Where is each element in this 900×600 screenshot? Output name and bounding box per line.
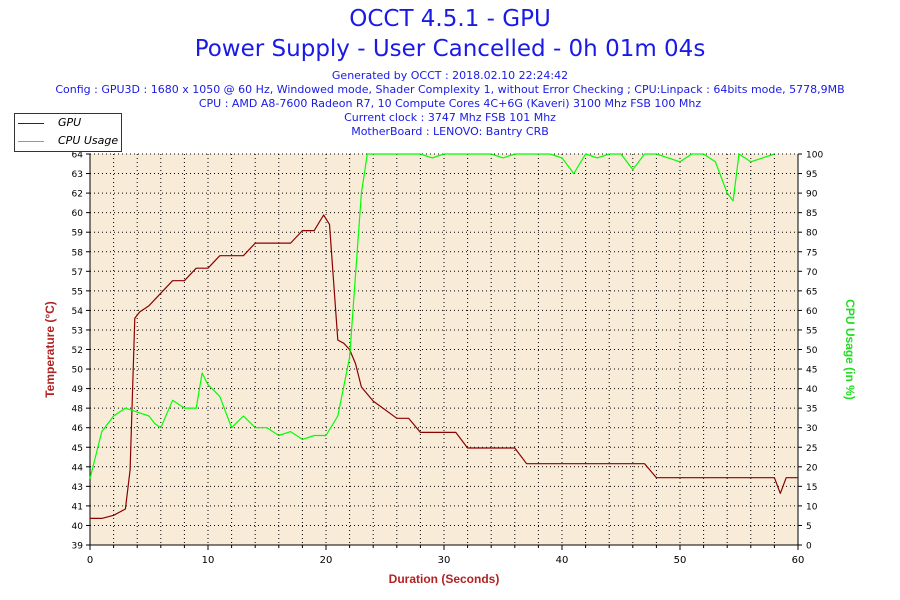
x-tick-label: 40 [556, 555, 569, 566]
plot-area [90, 154, 798, 545]
left-tick-label: 58 [72, 248, 84, 258]
right-tick-label: 0 [806, 542, 812, 552]
series-line-cpu-usage [89, 153, 775, 479]
right-tick-label: 35 [806, 405, 817, 415]
right-tick-label: 100 [806, 151, 823, 161]
chart-subtitle: Power Supply - User Cancelled - 0h 01m 0… [194, 36, 706, 62]
right-tick-label: 85 [806, 209, 817, 219]
left-tick-label: 43 [72, 483, 83, 493]
x-tick-label: 30 [438, 555, 451, 566]
right-tick-label: 15 [806, 483, 817, 493]
x-tick-label: 10 [202, 555, 215, 566]
legend-label-gpu: GPU [58, 116, 82, 129]
right-tick-label: 80 [806, 229, 818, 239]
chart-title: OCCT 4.5.1 - GPU [349, 6, 551, 32]
legend-item-gpu: GPU [18, 115, 118, 131]
left-tick-label: 44 [72, 463, 84, 473]
left-tick-label: 52 [72, 346, 83, 356]
x-tick-label: 50 [674, 555, 687, 566]
legend: GPU CPU Usage [14, 113, 122, 152]
right-tick-label: 10 [806, 502, 818, 512]
x-tick-label: 0 [87, 555, 93, 566]
axes: 0 10 20 30 40 50 60394041434445464849505253545… [72, 151, 824, 567]
legend-item-cpu-usage: CPU Usage [18, 133, 118, 149]
right-tick-label: 60 [806, 307, 818, 317]
right-tick-label: 55 [806, 326, 817, 336]
left-tick-label: 45 [72, 444, 83, 454]
series-layer [89, 153, 798, 520]
right-tick-label: 45 [806, 366, 817, 376]
left-tick-label: 62 [72, 190, 83, 200]
right-tick-label: 90 [806, 190, 818, 200]
right-tick-label: 20 [806, 463, 818, 473]
config-info: Config : GPU3D : 1680 x 1050 @ 60 Hz, Wi… [55, 83, 845, 96]
right-tick-label: 95 [806, 170, 817, 180]
x-tick-label: 60 [792, 555, 805, 566]
left-tick-label: 39 [72, 542, 84, 552]
x-axis-label: Duration (Seconds) [389, 572, 500, 586]
legend-swatch-cpu-usage [18, 141, 44, 142]
left-tick-label: 60 [72, 209, 84, 219]
right-tick-label: 25 [806, 444, 817, 454]
left-tick-label: 48 [72, 405, 84, 415]
left-tick-label: 53 [72, 326, 83, 336]
right-tick-label: 30 [806, 424, 818, 434]
left-tick-label: 50 [72, 366, 84, 376]
left-tick-label: 46 [72, 424, 84, 434]
right-tick-label: 5 [806, 522, 812, 532]
left-tick-label: 49 [72, 385, 84, 395]
left-tick-label: 40 [72, 522, 84, 532]
left-tick-label: 55 [72, 287, 83, 297]
left-tick-label: 54 [72, 307, 84, 317]
right-tick-label: 50 [806, 346, 818, 356]
left-tick-label: 41 [72, 502, 83, 512]
right-tick-label: 65 [806, 287, 817, 297]
right-axis-label: CPU Usage (in %) [843, 299, 857, 400]
generated-info: Generated by OCCT : 2018.02.10 22:24:42 [331, 69, 569, 82]
legend-label-cpu-usage: CPU Usage [58, 134, 119, 147]
left-tick-label: 57 [72, 268, 83, 278]
cpu-info: CPU : AMD A8-7600 Radeon R7, 10 Compute … [198, 97, 702, 110]
right-tick-label: 70 [806, 268, 818, 278]
right-tick-label: 75 [806, 248, 817, 258]
series-line-gpu [90, 214, 798, 520]
left-tick-label: 64 [72, 151, 84, 161]
motherboard-info: MotherBoard : LENOVO: Bantry CRB [351, 125, 549, 138]
clock-info: Current clock : 3747 Mhz FSB 101 Mhz [344, 111, 556, 124]
x-tick-label: 20 [320, 555, 333, 566]
legend-swatch-gpu [18, 123, 44, 124]
left-axis-label: Temperature (°C) [43, 301, 57, 398]
right-tick-label: 40 [806, 385, 818, 395]
left-tick-label: 63 [72, 170, 83, 180]
left-tick-label: 59 [72, 229, 84, 239]
